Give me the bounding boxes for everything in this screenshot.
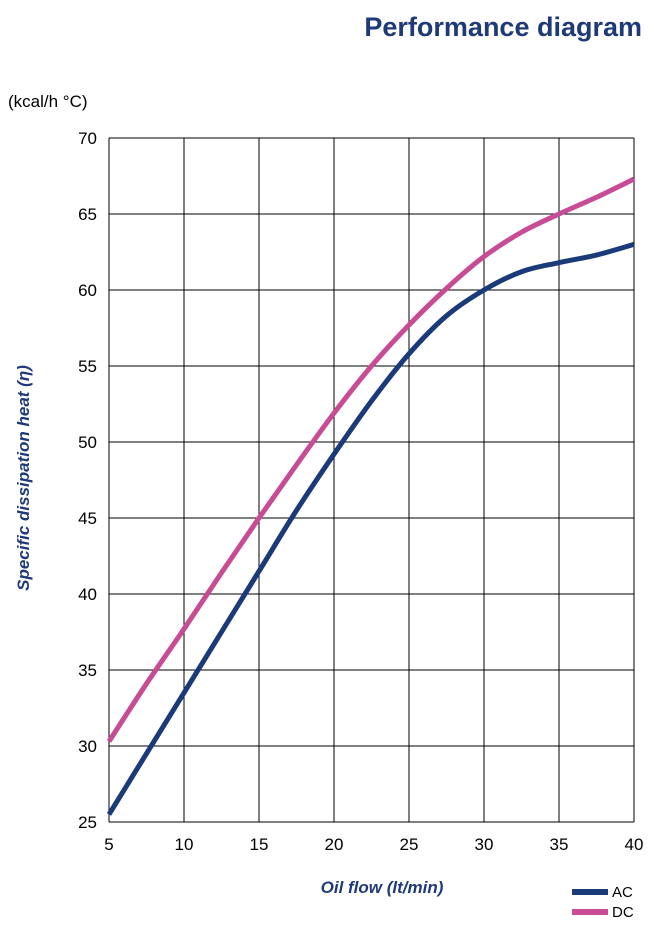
y-tick-label: 30 <box>78 737 97 756</box>
y-tick-label: 35 <box>78 661 97 680</box>
x-tick-label: 15 <box>250 835 269 854</box>
chart-lines <box>106 176 636 816</box>
x-tick-label: 40 <box>625 835 644 854</box>
y-tick-label: 50 <box>78 433 97 452</box>
series-line-dc <box>106 176 636 743</box>
y-tick-label: 45 <box>78 509 97 528</box>
legend-label-dc: DC <box>612 903 634 921</box>
x-axis-label: Oil flow (lt/min) <box>320 878 444 897</box>
chart-title: Performance diagram <box>364 12 642 42</box>
x-tick-label: 35 <box>550 835 569 854</box>
y-tick-label: 60 <box>78 281 97 300</box>
y-axis-unit-label: (kcal/h °C) <box>8 92 88 111</box>
legend-label-ac: AC <box>612 883 633 901</box>
axis-ticks: 5 10 15 20 25 30 35 40 25 30 35 40 45 50 55 60 65 70 <box>78 129 643 854</box>
legend-swatch-dc <box>572 909 608 915</box>
legend-item-ac: AC <box>572 882 634 902</box>
y-tick-label: 25 <box>78 813 97 832</box>
y-tick-label: 70 <box>78 129 97 148</box>
chart-grid <box>108 137 635 823</box>
x-tick-label: 5 <box>104 835 113 854</box>
x-tick-label: 20 <box>325 835 344 854</box>
y-tick-label: 40 <box>78 585 97 604</box>
series-line-ac <box>106 241 635 816</box>
y-tick-label: 55 <box>78 357 97 376</box>
legend: AC DC <box>572 882 634 922</box>
legend-item-dc: DC <box>572 902 634 922</box>
x-tick-label: 25 <box>400 835 419 854</box>
y-tick-label: 65 <box>78 205 97 224</box>
legend-swatch-ac <box>572 889 608 895</box>
x-tick-label: 30 <box>475 835 494 854</box>
x-tick-label: 10 <box>175 835 194 854</box>
